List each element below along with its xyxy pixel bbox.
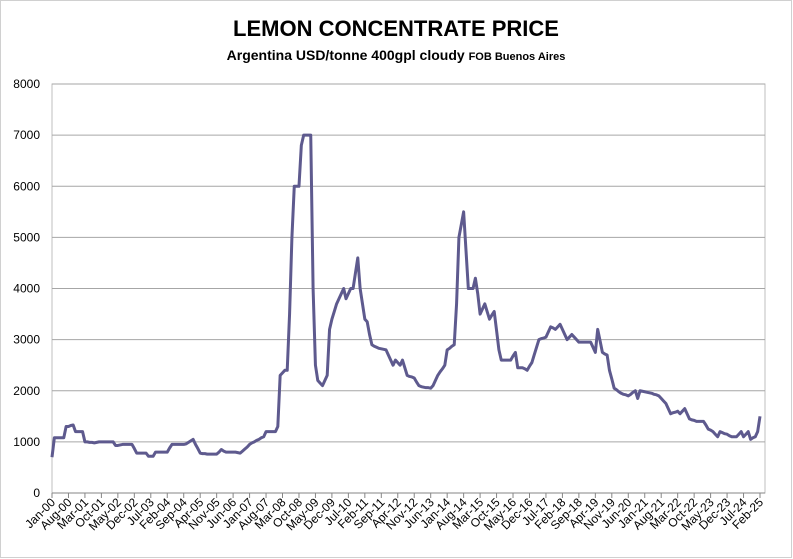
chart-title: LEMON CONCENTRATE PRICE [233,16,559,41]
y-tick-label: 8000 [13,77,40,91]
subtitle-main: Argentina USD/tonne 400gpl cloudy [227,47,465,63]
series-line [50,133,762,458]
y-tick-label: 3000 [13,333,40,347]
y-tick-label: 6000 [13,179,40,193]
y-tick-label: 7000 [13,128,40,142]
y-tick-label: 2000 [13,384,40,398]
subtitle-suffix: FOB Buenos Aires [469,51,566,63]
y-tick-label: 5000 [13,230,40,244]
y-tick-label: 1000 [13,435,40,449]
y-tick-label: 0 [33,486,40,500]
y-tick-label: 4000 [13,282,40,296]
chart-subtitle: Argentina USD/tonne 400gpl cloudy FOB Bu… [227,47,566,63]
